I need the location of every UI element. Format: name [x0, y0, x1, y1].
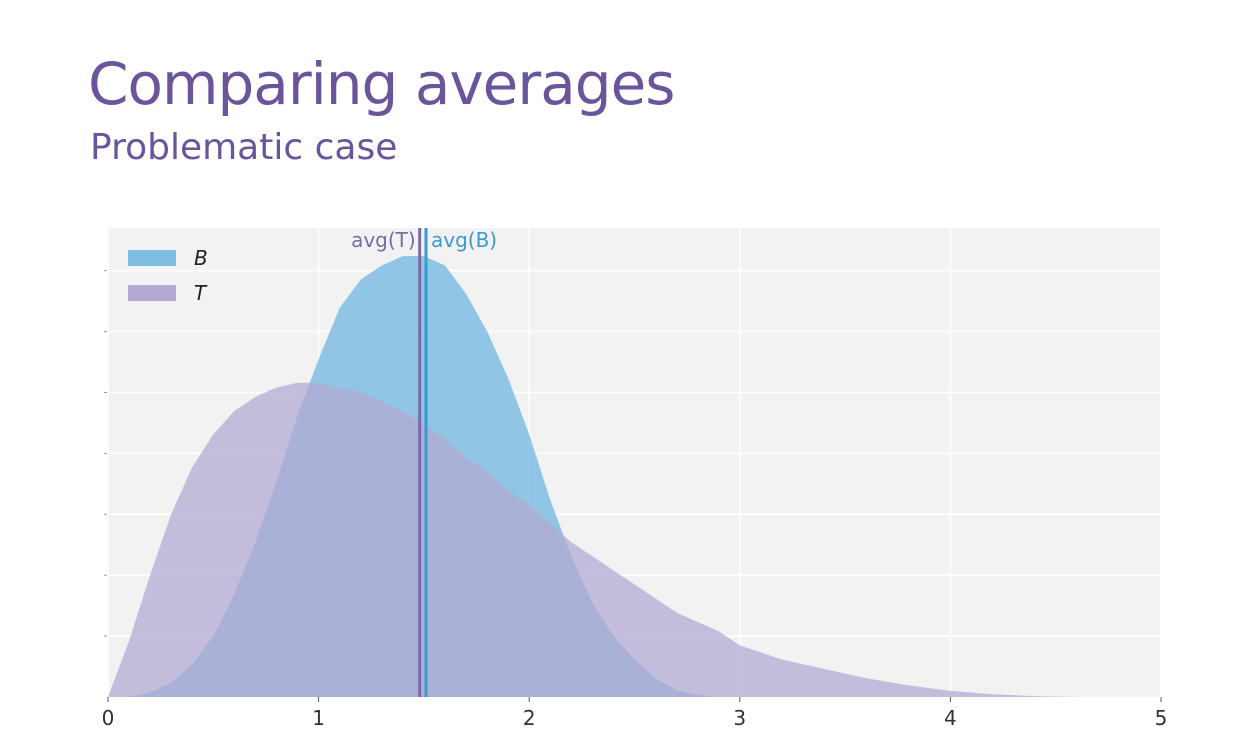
x-tick-label-1: 1 [312, 706, 325, 730]
avg-label-1: avg(B) [431, 228, 497, 252]
avg-label-0: avg(T) [351, 228, 416, 252]
series-area-T [108, 382, 1161, 697]
x-tick-label-0: 0 [102, 706, 115, 730]
x-tick-label-4: 4 [944, 706, 957, 730]
legend-swatch-B [128, 250, 176, 266]
legend-label-B: B [194, 246, 208, 270]
x-tick-label-2: 2 [523, 706, 536, 730]
legend-label-T: T [194, 281, 208, 305]
average-lines: avg(T) avg(B) [351, 228, 497, 697]
slide-subtitle: Problematic case [90, 127, 398, 168]
legend: BT [128, 246, 208, 305]
slide-title: Comparing averages [88, 50, 675, 118]
legend-swatch-T [128, 285, 176, 301]
x-tick-label-5: 5 [1155, 706, 1168, 730]
x-axis: 0 1 2 3 4 5 [102, 697, 1168, 730]
x-tick-label-3: 3 [733, 706, 746, 730]
series-areas [108, 256, 1161, 697]
